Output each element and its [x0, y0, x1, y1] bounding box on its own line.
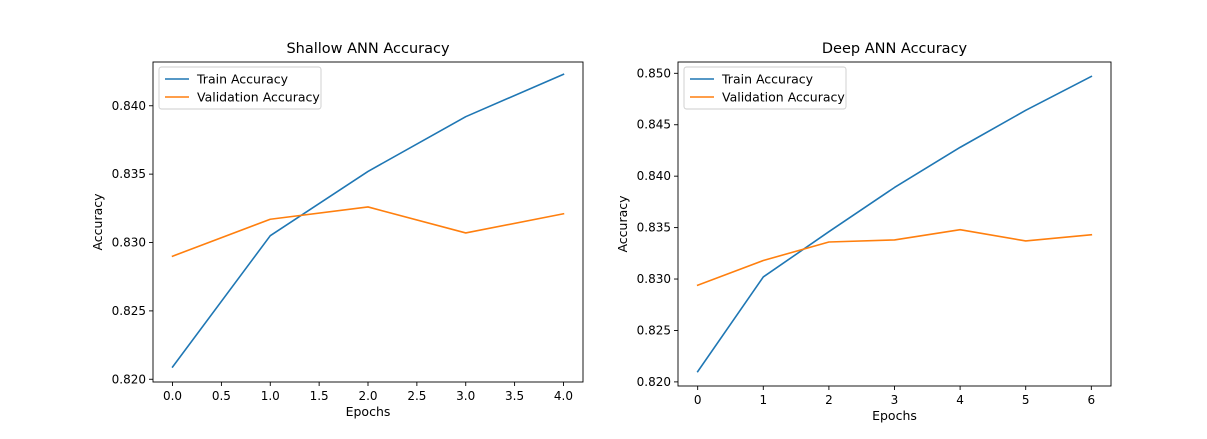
y-tick-label: 0.820: [112, 372, 146, 386]
y-tick-label: 0.820: [637, 375, 671, 389]
legend-label-train: Train Accuracy: [721, 72, 814, 87]
y-tick-label: 0.840: [112, 99, 146, 113]
y-tick-label: 0.835: [637, 221, 671, 235]
x-tick-label: 0: [694, 393, 702, 407]
x-tick-label: 2.5: [407, 389, 426, 403]
x-tick-label: 1: [759, 393, 767, 407]
x-tick-label: 4.0: [554, 389, 573, 403]
x-tick-label: 5: [1022, 393, 1030, 407]
y-tick-label: 0.830: [112, 236, 146, 250]
x-tick-label: 4: [956, 393, 964, 407]
y-tick-label: 0.830: [637, 272, 671, 286]
x-tick-label: 3.5: [505, 389, 524, 403]
y-axis-label: Accuracy: [90, 193, 105, 251]
legend-label-validation: Validation Accuracy: [722, 90, 845, 105]
y-tick-label: 0.835: [112, 167, 146, 181]
legend: Train Accuracy Validation Accuracy: [683, 66, 847, 110]
legend: Train Accuracy Validation Accuracy: [158, 66, 322, 110]
chart-deep-ann: Deep ANN Accuracy 0 1 2 3 4 5 6 0.820 0.825 0.830 0…: [615, 41, 1112, 423]
y-axis-label: Accuracy: [615, 195, 630, 253]
series-line-validation: [171, 206, 565, 258]
series-line-train: [171, 73, 565, 369]
x-tick-label: 3: [891, 393, 899, 407]
x-tick-label: 0.5: [212, 389, 231, 403]
x-tick-label: 2: [825, 393, 833, 407]
x-tick-label: 0.0: [163, 389, 182, 403]
x-axis-label: Epochs: [872, 408, 917, 423]
legend-box: [683, 66, 847, 110]
chart-title: Shallow ANN Accuracy: [286, 41, 450, 57]
y-tick-label: 0.825: [112, 304, 146, 318]
legend-label-train: Train Accuracy: [196, 72, 289, 87]
axes-frame: [677, 61, 1112, 387]
y-tick-label: 0.850: [637, 66, 671, 80]
series-line-train: [696, 75, 1093, 373]
x-tick-label: 6: [1087, 393, 1095, 407]
chart-shallow-ann: Shallow ANN Accuracy 0.0 0.5 1.0 1.5 2.0 2.5 3.…: [90, 41, 584, 419]
legend-box: [158, 66, 322, 110]
x-tick-label: 1.5: [310, 389, 329, 403]
legend-label-validation: Validation Accuracy: [197, 90, 320, 105]
chart-title: Deep ANN Accuracy: [822, 41, 968, 57]
x-tick-label: 1.0: [261, 389, 280, 403]
y-tick-label: 0.845: [637, 118, 671, 132]
x-tick-label: 2.0: [358, 389, 377, 403]
x-axis-label: Epochs: [346, 404, 391, 419]
y-tick-label: 0.825: [637, 323, 671, 337]
x-tick-label: 3.0: [456, 389, 475, 403]
y-tick-label: 0.840: [637, 169, 671, 183]
series-line-validation: [696, 228, 1093, 287]
